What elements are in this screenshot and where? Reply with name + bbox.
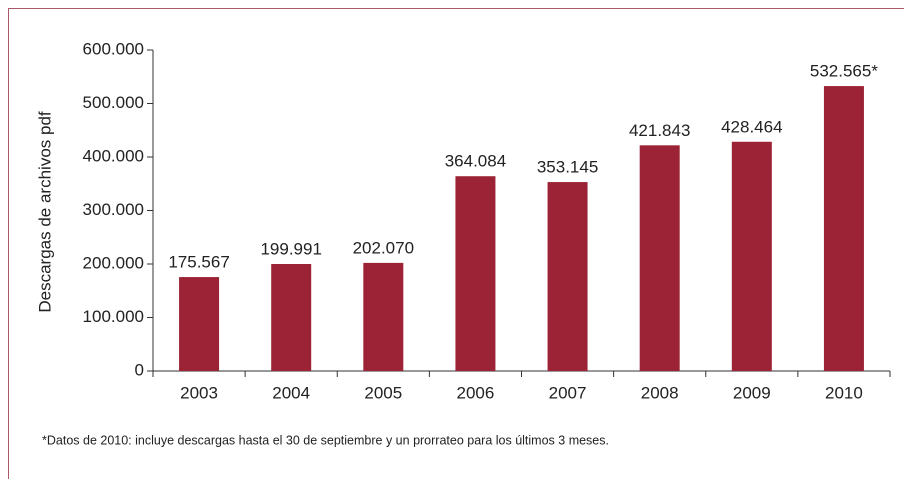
y-tick-label: 400.000 [83, 146, 144, 165]
bar [271, 264, 312, 371]
y-tick-label: 0 [135, 360, 144, 379]
value-label: 428.464 [721, 117, 782, 136]
y-tick-label: 500.000 [83, 93, 144, 112]
bar [547, 182, 588, 371]
x-tick-label: 2003 [180, 383, 218, 402]
y-axis-label: Descargas de archivos pdf [35, 111, 54, 313]
y-tick-label: 600.000 [83, 39, 144, 58]
x-tick-label: 2008 [641, 383, 679, 402]
value-label: 353.145 [537, 158, 598, 177]
value-label: 532.565* [810, 62, 878, 81]
x-tick-label: 2005 [364, 383, 402, 402]
value-label: 199.991 [260, 239, 321, 258]
y-tick-label: 100.000 [83, 307, 144, 326]
bar [455, 176, 496, 371]
frame [8, 8, 904, 479]
x-tick-label: 2007 [549, 383, 587, 402]
x-tick-label: 2004 [272, 383, 310, 402]
value-label: 202.070 [353, 238, 414, 257]
footnote: *Datos de 2010: incluye descargas hasta … [42, 433, 609, 447]
bar [179, 277, 220, 371]
x-tick-label: 2010 [825, 383, 863, 402]
x-tick-label: 2006 [457, 383, 495, 402]
bar [731, 141, 772, 371]
y-tick-label: 300.000 [83, 200, 144, 219]
bar [363, 262, 404, 371]
bar [823, 86, 864, 371]
y-tick-label: 200.000 [83, 253, 144, 272]
value-label: 364.084 [445, 152, 506, 171]
value-label: 175.567 [168, 253, 229, 272]
bar [639, 145, 680, 371]
x-tick-label: 2009 [733, 383, 771, 402]
value-label: 421.843 [629, 121, 690, 140]
